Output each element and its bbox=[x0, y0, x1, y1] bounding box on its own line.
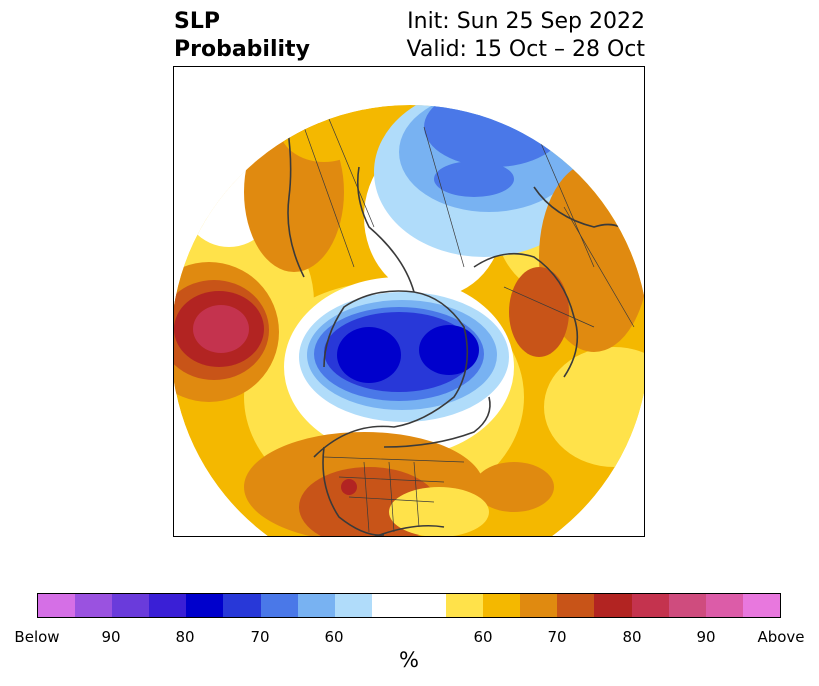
probability-map bbox=[174, 105, 644, 536]
above-zone-fareast-high bbox=[279, 105, 369, 162]
chart-title-left: SLP Probability bbox=[174, 8, 310, 64]
below-zone-siberia-east bbox=[434, 161, 514, 197]
colorbar-tick-label: 90 bbox=[696, 628, 716, 646]
colorbar-segment bbox=[371, 594, 409, 617]
colorbar-tick-label: 70 bbox=[547, 628, 567, 646]
colorbar-segment bbox=[260, 594, 298, 617]
colorbar-tick-label: 90 bbox=[101, 628, 121, 646]
chart-title-right: Init: Sun 25 Sep 2022 Valid: 15 Oct – 28… bbox=[407, 8, 645, 64]
colorbar-segment bbox=[149, 594, 187, 617]
colorbar-tick-label: Above bbox=[757, 628, 805, 646]
title-type: Probability bbox=[174, 37, 310, 62]
colorbar-tick-label: 80 bbox=[622, 628, 642, 646]
faint-above-zone-atlantic bbox=[389, 487, 489, 536]
colorbar-segment bbox=[408, 594, 447, 617]
colorbar-segment bbox=[483, 594, 521, 617]
colorbar-tick-label: 60 bbox=[324, 628, 344, 646]
above-zone-namerica-dark bbox=[341, 479, 357, 495]
colorbar-segment bbox=[594, 594, 632, 617]
coastlines bbox=[283, 106, 640, 536]
colorbar-segment bbox=[112, 594, 150, 617]
colorbar-tick-label: 60 bbox=[473, 628, 493, 646]
faint-above-zone-east bbox=[544, 347, 644, 467]
colorbar-segment bbox=[520, 594, 558, 617]
above-zone-pacific-max bbox=[193, 305, 249, 353]
colorbar-segment bbox=[446, 594, 484, 617]
title-variable: SLP bbox=[174, 9, 220, 34]
colorbar-segment bbox=[742, 594, 780, 617]
above-zone-europe-strong bbox=[509, 267, 569, 357]
colorbar-segment bbox=[705, 594, 743, 617]
country-borders bbox=[303, 106, 635, 533]
colorbar-tick-label: 70 bbox=[250, 628, 270, 646]
colorbar-segment bbox=[334, 594, 372, 617]
above-zone-europe-dark bbox=[601, 179, 617, 191]
title-init-date: Init: Sun 25 Sep 2022 bbox=[407, 9, 645, 34]
below-zone-siberia-weak bbox=[424, 105, 564, 167]
colorbar-unit-label: % bbox=[399, 648, 419, 672]
colorbar-segment bbox=[297, 594, 335, 617]
colorbar-segment bbox=[668, 594, 706, 617]
colorbar-segment bbox=[223, 594, 261, 617]
colorbar-segment bbox=[38, 594, 76, 617]
colorbar-segment bbox=[557, 594, 595, 617]
below-zone-arctic-strong-east bbox=[419, 325, 479, 375]
colorbar-tick-label: Below bbox=[14, 628, 60, 646]
colorbar-segment bbox=[186, 594, 224, 617]
map-frame bbox=[173, 66, 645, 537]
colorbar-segment bbox=[75, 594, 113, 617]
colorbar bbox=[37, 593, 781, 618]
above-zone-atlantic-mid bbox=[474, 462, 554, 512]
colorbar-segment bbox=[631, 594, 669, 617]
below-zone-arctic-strong-west bbox=[337, 327, 401, 383]
title-valid-range: Valid: 15 Oct – 28 Oct bbox=[406, 37, 645, 62]
colorbar-tick-label: 80 bbox=[175, 628, 195, 646]
